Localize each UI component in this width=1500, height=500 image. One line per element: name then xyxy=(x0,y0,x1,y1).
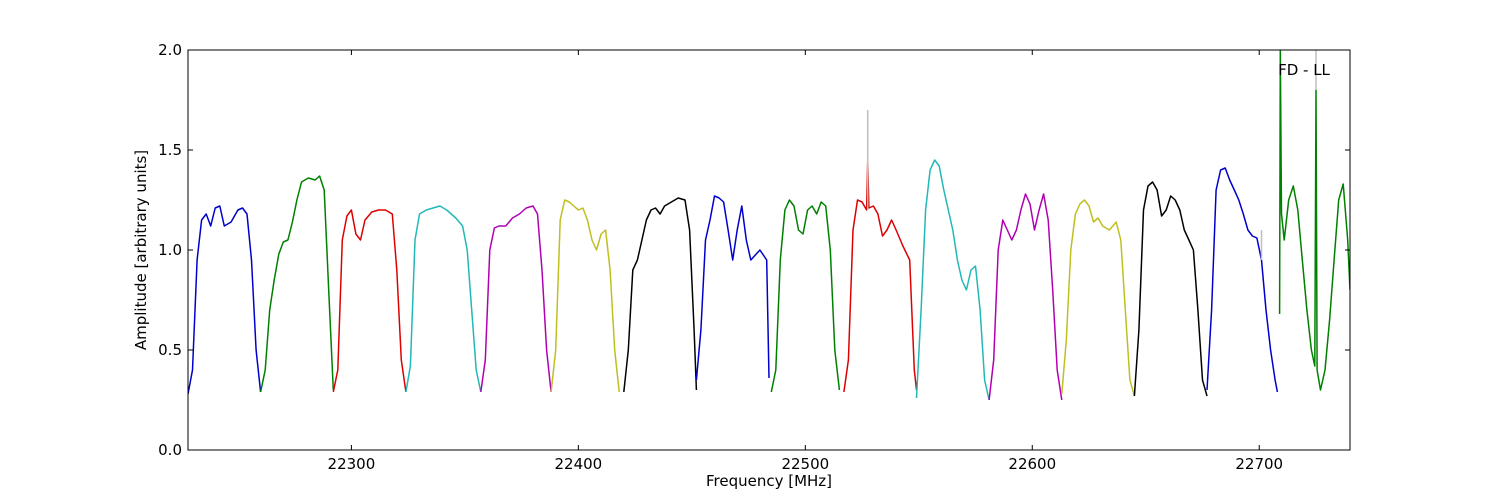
series-layer xyxy=(188,50,1350,401)
y-tick-label: 1.0 xyxy=(158,241,182,259)
y-tick-label: 0.0 xyxy=(158,441,182,459)
series-line-10 xyxy=(843,161,918,393)
tick-layer: 22300 22400 22500 22600 22700 0.0 0.5 1.0 1.5 2.0 xyxy=(158,41,1350,473)
y-tick-label: 2.0 xyxy=(158,41,182,59)
plot-frame xyxy=(187,49,1351,451)
series-line-15 xyxy=(1206,167,1279,393)
x-tick-label: 22300 xyxy=(328,455,376,473)
y-tick-label: 1.5 xyxy=(158,141,182,159)
x-tick-label: 22700 xyxy=(1235,455,1283,473)
x-tick-label: 22500 xyxy=(781,455,829,473)
series-line-3 xyxy=(332,209,407,393)
x-tick-label: 22600 xyxy=(1008,455,1056,473)
annotation-label: FD - LL xyxy=(1278,61,1330,79)
series-line-13 xyxy=(1061,199,1136,397)
y-tick-label: 0.5 xyxy=(158,341,182,359)
series-line-11 xyxy=(915,159,990,401)
series-line-5 xyxy=(480,205,552,393)
series-line-2 xyxy=(259,175,335,393)
series-line-14 xyxy=(1133,181,1208,397)
x-axis-label: Frequency [MHz] xyxy=(706,472,832,490)
y-axis-label: Amplitude [arbitrary units] xyxy=(132,150,150,350)
series-line-7 xyxy=(623,197,698,393)
series-line-12 xyxy=(988,193,1063,401)
series-line-8 xyxy=(695,195,770,381)
series-line-16 xyxy=(1278,50,1350,391)
series-line-1 xyxy=(188,205,262,395)
series-line-9 xyxy=(770,199,841,393)
x-tick-label: 22400 xyxy=(555,455,603,473)
series-line-6 xyxy=(550,199,620,393)
series-line-4 xyxy=(405,205,482,393)
